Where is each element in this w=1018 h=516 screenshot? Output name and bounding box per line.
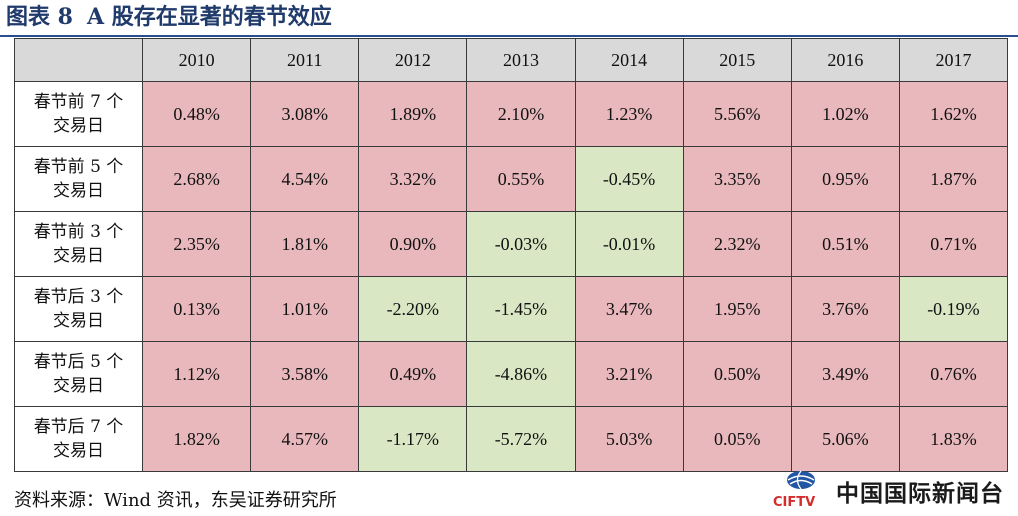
row-header-line2: 交易日	[53, 246, 104, 266]
brand-name: 中国国际新闻台	[836, 481, 1004, 507]
row-header: 春节后 5 个交易日	[14, 341, 143, 407]
table-cell: 1.23%	[574, 81, 684, 147]
table-cell: 5.56%	[682, 81, 792, 147]
row-header: 春节前 3 个交易日	[14, 211, 143, 277]
table-cell: 3.32%	[358, 146, 468, 212]
table-cell: 0.49%	[358, 341, 468, 407]
table-cell: 0.50%	[682, 341, 792, 407]
column-header: 2015	[682, 38, 792, 82]
row-header: 春节前 5 个交易日	[14, 146, 143, 212]
row-header-line1: 春节后 3 个	[33, 287, 124, 307]
table-cell: 0.51%	[790, 211, 900, 277]
row-header-line2: 交易日	[53, 181, 104, 201]
table-cell: 1.02%	[790, 81, 900, 147]
table-cell: 1.82%	[141, 406, 252, 472]
table-cell: 1.87%	[898, 146, 1009, 212]
table-cell: 1.83%	[898, 406, 1009, 472]
table-cell: -5.72%	[466, 406, 576, 472]
row-header-line1: 春节后 5 个	[33, 352, 124, 372]
table-cell: 0.48%	[141, 81, 252, 147]
watermark: CIFTV 中国国际新闻台	[770, 470, 1015, 510]
column-header: 2017	[898, 38, 1009, 82]
table-cell: -4.86%	[466, 341, 576, 407]
row-header-line2: 交易日	[53, 311, 104, 331]
spring-festival-effect-table: 2010 2011 2012 2013 2014 2015 2016 2017 …	[14, 38, 1009, 472]
table-cell: -2.20%	[358, 276, 468, 342]
table-row: 春节前 7 个交易日 0.48% 3.08% 1.89% 2.10% 1.23%…	[14, 81, 1009, 147]
title-rule	[0, 35, 1018, 37]
table-cell: 1.12%	[141, 341, 252, 407]
table-cell: 0.95%	[790, 146, 900, 212]
row-header-line2: 交易日	[53, 441, 104, 461]
column-header: 2011	[250, 38, 360, 82]
table-cell: -0.45%	[574, 146, 684, 212]
table-cell: 2.35%	[141, 211, 252, 277]
row-header: 春节前 7 个交易日	[14, 81, 143, 147]
table-cell: -1.17%	[358, 406, 468, 472]
table-cell: 0.71%	[898, 211, 1009, 277]
table-cell: 2.68%	[141, 146, 252, 212]
column-header: 2016	[790, 38, 900, 82]
table-cell: 3.58%	[250, 341, 360, 407]
table-cell: 5.03%	[574, 406, 684, 472]
table-cell: 1.95%	[682, 276, 792, 342]
table-cell: -0.01%	[574, 211, 684, 277]
table-cell: -0.19%	[898, 276, 1009, 342]
figure-title: 图表 8 A 股存在显著的春节效应	[6, 2, 332, 32]
table-row: 春节前 5 个交易日 2.68% 4.54% 3.32% 0.55% -0.45…	[14, 146, 1009, 212]
column-header: 2012	[358, 38, 468, 82]
row-header: 春节后 7 个交易日	[14, 406, 143, 472]
table-cell: 1.01%	[250, 276, 360, 342]
row-header-line1: 春节前 7 个	[33, 92, 124, 112]
table-row: 春节后 7 个交易日 1.82% 4.57% -1.17% -5.72% 5.0…	[14, 406, 1009, 472]
row-header-line2: 交易日	[53, 376, 104, 396]
table-cell: 1.81%	[250, 211, 360, 277]
table-header-row: 2010 2011 2012 2013 2014 2015 2016 2017	[14, 38, 1009, 82]
table-cell: 1.89%	[358, 81, 468, 147]
row-header-line1: 春节前 3 个	[33, 222, 124, 242]
table-cell: 3.49%	[790, 341, 900, 407]
row-header-line1: 春节前 5 个	[33, 157, 124, 177]
logo-wordmark: CIFTV	[773, 495, 815, 510]
column-header: 2013	[466, 38, 576, 82]
table-cell: 5.06%	[790, 406, 900, 472]
table-cell: 2.32%	[682, 211, 792, 277]
row-header-line2: 交易日	[53, 116, 104, 136]
table-row: 春节后 3 个交易日 0.13% 1.01% -2.20% -1.45% 3.4…	[14, 276, 1009, 342]
table-cell: 1.62%	[898, 81, 1009, 147]
table-cell: 0.55%	[466, 146, 576, 212]
table-cell: 4.54%	[250, 146, 360, 212]
figure-title-text: A 股存在显著的春节效应	[86, 4, 332, 30]
table-cell: 0.13%	[141, 276, 252, 342]
table-cell: 0.05%	[682, 406, 792, 472]
table-cell: 3.76%	[790, 276, 900, 342]
column-header: 2010	[141, 38, 252, 82]
column-header: 2014	[574, 38, 684, 82]
source-note: 资料来源：Wind 资讯，东吴证券研究所	[14, 490, 337, 511]
table-cell: 0.76%	[898, 341, 1009, 407]
table-cell: 3.47%	[574, 276, 684, 342]
table-cell: 0.90%	[358, 211, 468, 277]
table-row: 春节后 5 个交易日 1.12% 3.58% 0.49% -4.86% 3.21…	[14, 341, 1009, 407]
globe-logo-icon: CIFTV	[773, 470, 815, 510]
table-corner-cell	[14, 38, 143, 82]
table-cell: 3.08%	[250, 81, 360, 147]
table-cell: 3.21%	[574, 341, 684, 407]
table-cell: -0.03%	[466, 211, 576, 277]
table-cell: 3.35%	[682, 146, 792, 212]
table-row: 春节前 3 个交易日 2.35% 1.81% 0.90% -0.03% -0.0…	[14, 211, 1009, 277]
figure-label: 图表 8	[6, 4, 73, 30]
row-header-line1: 春节后 7 个	[33, 417, 124, 437]
row-header: 春节后 3 个交易日	[14, 276, 143, 342]
table-cell: 4.57%	[250, 406, 360, 472]
table-cell: 2.10%	[466, 81, 576, 147]
table-cell: -1.45%	[466, 276, 576, 342]
